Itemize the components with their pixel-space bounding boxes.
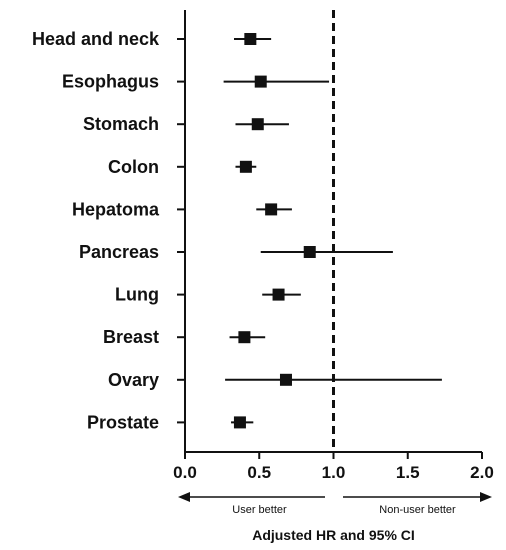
category-label: Head and neck bbox=[32, 29, 160, 49]
hr-marker bbox=[233, 416, 246, 429]
x-tick-label: 1.5 bbox=[396, 463, 420, 482]
x-tick-label: 2.0 bbox=[470, 463, 494, 482]
x-tick-label: 0.0 bbox=[173, 463, 197, 482]
hr-marker bbox=[238, 331, 251, 344]
hr-marker bbox=[265, 203, 278, 216]
hr-marker bbox=[254, 75, 267, 88]
x-axis-title: Adjusted HR and 95% CI bbox=[252, 527, 415, 543]
data-rows: Head and neck Esophagus Stomach Colon Hepato… bbox=[32, 29, 442, 432]
hr-marker bbox=[244, 33, 257, 45]
axes bbox=[184, 10, 482, 453]
category-label: Prostate bbox=[87, 412, 159, 432]
hr-marker bbox=[251, 118, 264, 131]
left-arrow-head bbox=[178, 492, 190, 502]
right-arrow-label: Non-user better bbox=[379, 504, 456, 516]
x-tick-label: 0.5 bbox=[247, 463, 271, 482]
right-arrow-head bbox=[480, 492, 492, 502]
category-label: Lung bbox=[115, 285, 159, 305]
hr-marker bbox=[239, 160, 252, 173]
category-label: Colon bbox=[108, 157, 159, 177]
category-label: Hepatoma bbox=[72, 199, 160, 219]
hr-marker bbox=[279, 373, 292, 386]
left-arrow-label: User better bbox=[232, 504, 287, 516]
category-label: Stomach bbox=[83, 114, 159, 134]
direction-arrows: User better Non-user better bbox=[178, 492, 492, 516]
hr-marker bbox=[272, 288, 285, 301]
category-label: Pancreas bbox=[79, 242, 159, 262]
x-ticks: 0.0 0.5 1.0 1.5 2.0 bbox=[173, 452, 494, 482]
x-tick-label: 1.0 bbox=[322, 463, 346, 482]
category-label: Ovary bbox=[108, 370, 159, 390]
hr-marker bbox=[303, 246, 316, 258]
category-label: Breast bbox=[103, 327, 159, 347]
category-label: Esophagus bbox=[62, 72, 159, 92]
